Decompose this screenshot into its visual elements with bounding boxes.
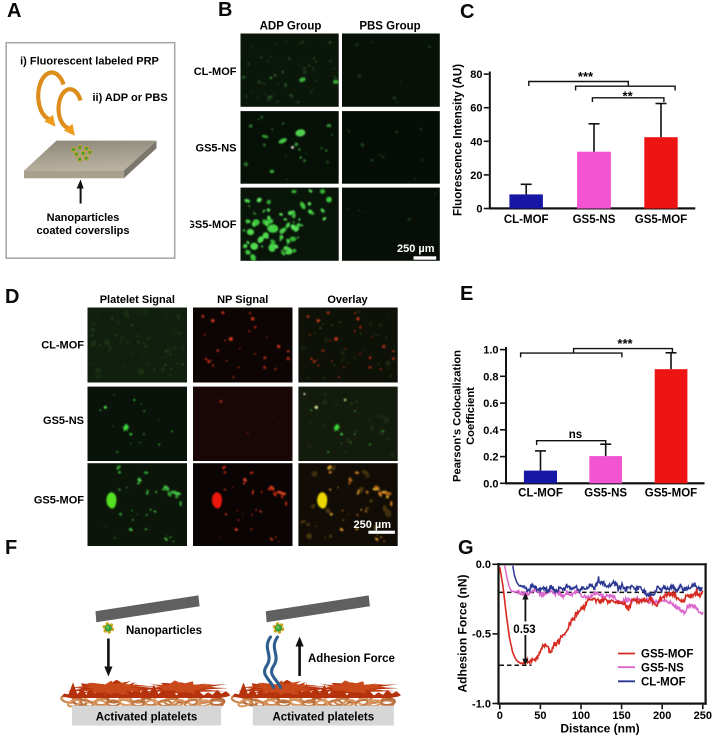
svg-text:Pearson's Colocalization: Pearson's Colocalization xyxy=(452,350,464,482)
svg-text:1.0: 1.0 xyxy=(483,345,498,357)
svg-text:Nanoparticles: Nanoparticles xyxy=(47,212,120,224)
svg-text:i) Fluorescent labeled PRP: i) Fluorescent labeled PRP xyxy=(20,56,159,68)
svg-text:Overlay: Overlay xyxy=(327,294,368,306)
svg-text:PBS Group: PBS Group xyxy=(359,21,420,33)
svg-text:0: 0 xyxy=(476,204,482,216)
svg-text:GS5-NS: GS5-NS xyxy=(43,415,84,427)
svg-text:GS5-MOF: GS5-MOF xyxy=(641,649,693,661)
svg-text:0.8: 0.8 xyxy=(483,371,498,383)
svg-text:GS5-NS: GS5-NS xyxy=(641,662,684,674)
svg-text:-0.5: -0.5 xyxy=(472,629,491,641)
svg-text:ns: ns xyxy=(569,429,582,441)
svg-text:80: 80 xyxy=(470,69,482,81)
svg-text:Distance (nm): Distance (nm) xyxy=(560,722,639,736)
svg-text:50: 50 xyxy=(534,710,546,722)
svg-text:250 µm: 250 µm xyxy=(397,243,435,255)
svg-text:CL-MOF: CL-MOF xyxy=(518,488,563,500)
svg-text:0: 0 xyxy=(497,710,503,722)
svg-text:GS5-NS: GS5-NS xyxy=(196,143,237,155)
svg-text:0.2: 0.2 xyxy=(483,452,498,464)
svg-text:0.4: 0.4 xyxy=(483,425,499,437)
svg-text:***: *** xyxy=(617,336,633,351)
svg-text:Nanoparticles: Nanoparticles xyxy=(126,625,202,637)
svg-text:***: *** xyxy=(578,69,594,84)
svg-text:GS5-NS: GS5-NS xyxy=(584,488,627,500)
svg-text:250: 250 xyxy=(694,710,712,722)
svg-text:CL-MOF: CL-MOF xyxy=(194,66,237,78)
svg-text:250 µm: 250 µm xyxy=(353,519,391,531)
svg-text:Adhesion Force (nN): Adhesion Force (nN) xyxy=(456,574,470,692)
svg-text:0.0: 0.0 xyxy=(476,559,491,571)
svg-text:ii) ADP or PBS: ii) ADP or PBS xyxy=(93,92,168,104)
svg-text:ADP Group: ADP Group xyxy=(260,21,322,33)
svg-text:Fluorescence Intensity (AU): Fluorescence Intensity (AU) xyxy=(453,64,465,216)
svg-text:0.53: 0.53 xyxy=(513,624,535,636)
svg-text:Coefficient: Coefficient xyxy=(465,387,477,445)
svg-text:40: 40 xyxy=(470,136,482,148)
svg-text:Activated platelets: Activated platelets xyxy=(272,712,374,724)
svg-text:NP Signal: NP Signal xyxy=(217,294,268,306)
svg-text:-1.0: -1.0 xyxy=(472,698,491,710)
svg-text:20: 20 xyxy=(470,170,482,182)
svg-text:200: 200 xyxy=(653,710,671,722)
svg-text:CL-MOF: CL-MOF xyxy=(41,340,84,352)
svg-text:GS5-MOF: GS5-MOF xyxy=(645,488,697,500)
svg-text:CL-MOF: CL-MOF xyxy=(641,677,686,689)
svg-text:GS5-MOF: GS5-MOF xyxy=(34,495,84,507)
svg-text:GS5-MOF: GS5-MOF xyxy=(190,219,237,231)
svg-text:Adhesion Force: Adhesion Force xyxy=(308,653,395,665)
svg-text:GS5-NS: GS5-NS xyxy=(573,214,616,226)
svg-text:150: 150 xyxy=(612,710,630,722)
svg-text:0.0: 0.0 xyxy=(483,478,498,490)
svg-text:GS5-MOF: GS5-MOF xyxy=(635,214,687,226)
svg-text:60: 60 xyxy=(470,103,482,115)
svg-text:**: ** xyxy=(623,89,634,104)
svg-text:100: 100 xyxy=(572,710,590,722)
svg-text:coated coverslips: coated coverslips xyxy=(37,225,130,237)
svg-text:CL-MOF: CL-MOF xyxy=(504,214,549,226)
svg-text:Activated platelets: Activated platelets xyxy=(96,712,198,724)
svg-text:Platelet Signal: Platelet Signal xyxy=(100,294,175,306)
svg-text:0.6: 0.6 xyxy=(483,398,498,410)
